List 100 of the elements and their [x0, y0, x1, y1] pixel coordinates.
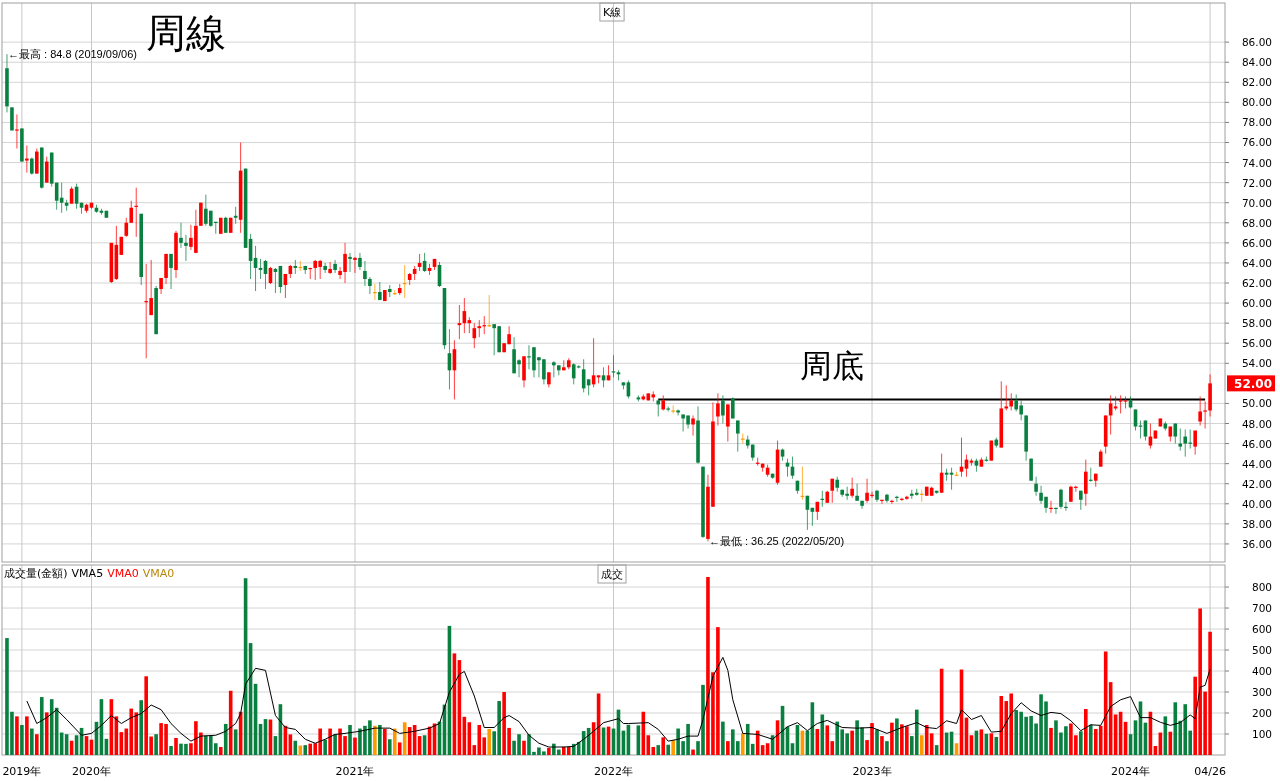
bar [691, 749, 695, 755]
y-tick-label: 60.00 [1241, 297, 1272, 310]
bar [323, 739, 327, 755]
bar [671, 740, 675, 755]
bar [1088, 724, 1093, 755]
bar [740, 733, 745, 755]
bar [721, 721, 725, 755]
x-tick-label: 2020年 [71, 765, 111, 778]
bar [303, 745, 308, 755]
bar [924, 724, 929, 755]
bar [49, 699, 54, 755]
bar [139, 700, 143, 755]
y-tick-label: 300 [1251, 686, 1272, 699]
bar [885, 741, 889, 755]
bar [835, 721, 840, 755]
y-tick-label: 50.00 [1241, 397, 1272, 410]
y-tick-label: 70.00 [1241, 196, 1272, 209]
y-tick-label: 200 [1251, 707, 1272, 720]
annotation: VMA0 [142, 567, 175, 580]
annotation: ←最高 : 84.8 (2019/09/06) [7, 48, 137, 61]
bar [1173, 702, 1178, 755]
bar [39, 697, 44, 755]
bar [1084, 709, 1088, 755]
bar [174, 737, 178, 755]
x-tick-label: 2021年 [335, 765, 375, 778]
y-tick-label: 78.00 [1241, 116, 1272, 129]
annotation: 周底 [800, 347, 865, 386]
y-tick-label: 800 [1251, 581, 1272, 594]
y-tick-label: 74.00 [1241, 156, 1272, 169]
annotation: ←最低 : 36.25 (2022/05/20) [708, 535, 845, 548]
y-tick-label: 58.00 [1241, 317, 1272, 330]
bar [875, 729, 879, 755]
bar [169, 745, 173, 755]
legend: 成交量(金額) VMA5 [4, 567, 104, 580]
title: K線 [599, 2, 625, 22]
bar [308, 743, 313, 755]
bar [333, 734, 337, 755]
x-tick-label: 04/26 [1194, 765, 1226, 778]
bar [373, 725, 377, 755]
y-tick-label: 72.00 [1241, 176, 1272, 189]
bar [397, 742, 402, 755]
bar [914, 709, 919, 755]
bar [44, 712, 49, 755]
bar [15, 716, 19, 755]
y-tick-label: 82.00 [1241, 76, 1272, 89]
bar [880, 736, 884, 755]
bar [392, 728, 397, 755]
y-tick-label: 66.00 [1241, 236, 1272, 249]
bar [1079, 731, 1083, 755]
bar [218, 747, 223, 755]
last-price-label: 52.00 [1227, 375, 1275, 392]
x-tick-label: 2019年 [2, 765, 42, 778]
bar [20, 724, 24, 755]
bar [348, 724, 352, 755]
y-tick-label: 62.00 [1241, 277, 1272, 289]
bar [895, 718, 899, 755]
y-tick-label: 36.00 [1241, 537, 1272, 550]
y-tick-label: 500 [1251, 644, 1272, 657]
bar [850, 730, 854, 755]
bar [825, 725, 830, 755]
y-tick-label: 84.00 [1241, 56, 1272, 69]
bar [919, 735, 924, 755]
annotation: 周線 [146, 10, 226, 56]
annotation: VMA0 [107, 567, 139, 580]
bar [566, 746, 571, 755]
bar [383, 728, 387, 755]
y-tick-label: 46.00 [1241, 437, 1272, 450]
bar [223, 723, 228, 755]
bar [35, 734, 39, 755]
bar [328, 728, 332, 755]
bar [522, 740, 526, 755]
bar [387, 739, 392, 755]
bar [30, 728, 34, 755]
y-tick-label: 48.00 [1241, 417, 1272, 430]
bar [298, 745, 303, 755]
y-tick-label: 100 [1251, 728, 1272, 741]
y-tick-label: 54.00 [1241, 357, 1272, 370]
y-tick-label: 44.00 [1241, 457, 1272, 470]
bar [999, 696, 1004, 755]
bar [656, 745, 661, 755]
y-tick-label: 400 [1251, 665, 1272, 678]
y-tick-label: 68.00 [1241, 216, 1272, 229]
y-tick-label: 64.00 [1241, 256, 1272, 269]
bar [154, 734, 158, 755]
bar [661, 737, 666, 755]
bar [25, 716, 29, 755]
bar [547, 747, 551, 755]
y-tick-label: 76.00 [1241, 136, 1272, 149]
bar [726, 741, 730, 755]
bar [666, 744, 670, 755]
bar [890, 722, 894, 755]
y-tick-label: 80.00 [1241, 96, 1272, 109]
y-tick-label: 600 [1251, 623, 1272, 636]
x-tick-label: 2024年 [1111, 765, 1151, 778]
bar [1049, 727, 1053, 755]
bar [353, 737, 357, 755]
y-tick-label: 700 [1251, 602, 1272, 615]
bar [487, 728, 492, 755]
title: 成交 [597, 564, 627, 584]
bar [378, 724, 382, 755]
